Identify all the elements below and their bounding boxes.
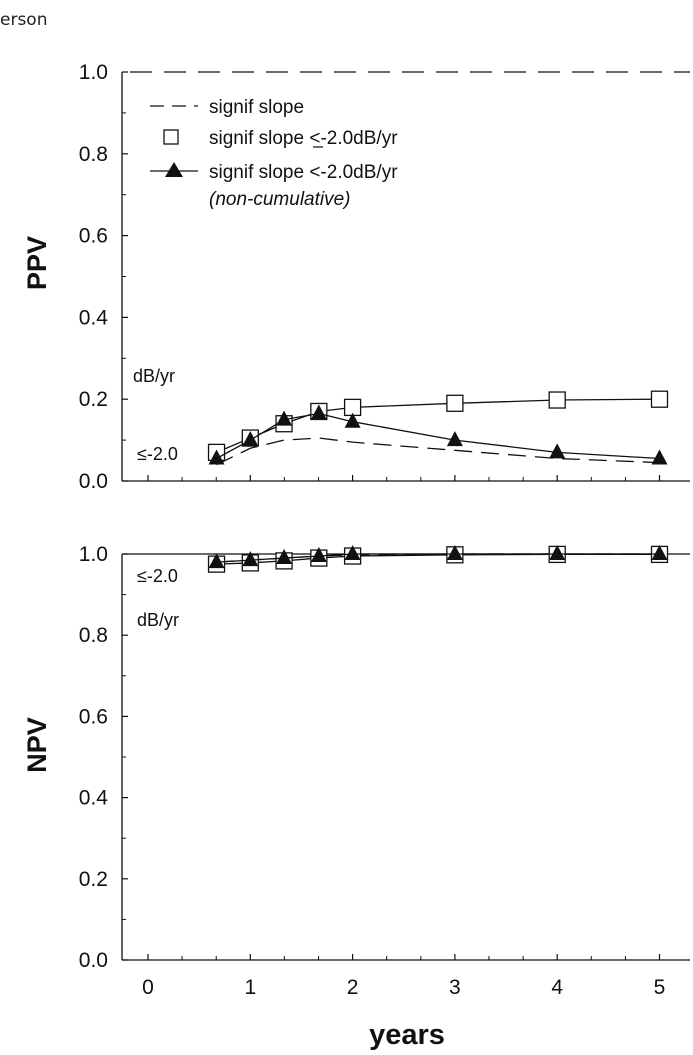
npv-annotation-dbyr: dB/yr <box>137 610 179 630</box>
ppv-line-signif-slope <box>216 437 660 466</box>
npv-x-tick-label: 4 <box>551 976 563 999</box>
ppv-y-tick-label: 0.6 <box>79 225 108 248</box>
ppv-point-triangle <box>344 412 361 428</box>
npv-y-axis-label: NPV <box>22 717 52 773</box>
ppv-legend: signif slope signif slope <-2.0dB/yr sig… <box>150 97 398 210</box>
ppv-point-triangle <box>242 431 259 447</box>
legend-square-swatch <box>163 129 179 145</box>
ppv-point-triangle <box>651 449 668 465</box>
ppv-point-square <box>446 394 464 412</box>
ppv-y-tick-label: 0.8 <box>79 143 108 166</box>
npv-panel: 0.0 0.2 0.4 0.6 0.8 1.0 0 1 2 3 4 5 NPV ≤-2.0 dB/y… <box>22 543 690 1051</box>
x-axis-label: years <box>369 1019 445 1051</box>
legend-label-noncumulative: signif slope <-2.0dB/yr <box>209 162 398 183</box>
npv-y-ticks: 0.0 0.2 0.4 0.6 0.8 1.0 <box>79 543 128 972</box>
ppv-point-triangle <box>310 404 327 420</box>
legend-label-signif-slope: signif slope <box>209 97 304 118</box>
ppv-annotation-threshold: ≤-2.0 <box>137 444 178 464</box>
npv-x-tick-label: 3 <box>449 976 461 999</box>
ppv-point-square <box>548 391 566 409</box>
npv-x-tick-label: 5 <box>654 976 666 999</box>
npv-y-tick-label: 0.6 <box>79 705 108 728</box>
npv-point-triangle <box>549 545 566 560</box>
npv-point-triangle <box>446 545 463 560</box>
npv-y-tick-label: 0.0 <box>79 949 108 972</box>
ppv-x-ticks <box>147 475 661 481</box>
legend-label-noncumulative-sub: (non-cumulative) <box>209 189 351 210</box>
npv-point-triangle <box>344 545 361 560</box>
legend-triangle-swatch <box>165 162 183 177</box>
legend-label-prefix: signif slope <box>209 128 309 149</box>
ppv-point-triangle <box>549 443 566 459</box>
npv-y-tick-label: 1.0 <box>79 543 108 566</box>
ppv-point-square <box>650 390 669 408</box>
npv-x-tick-label: 0 <box>142 976 154 999</box>
npv-point-triangle <box>276 549 293 565</box>
npv-y-tick-label: 0.2 <box>79 868 108 891</box>
npv-x-tick-label: 2 <box>347 976 359 999</box>
npv-point-triangle <box>651 545 668 560</box>
ppv-point-triangle <box>446 431 463 447</box>
ppv-y-tick-label: 0.4 <box>79 306 109 329</box>
npv-point-triangle <box>242 551 259 567</box>
ppv-point-triangle <box>208 449 225 465</box>
npv-series <box>207 545 669 573</box>
ppv-y-tick-label: 0.2 <box>79 388 108 411</box>
ppv-annotation-dbyr: dB/yr <box>133 366 175 386</box>
corner-text: erson <box>0 10 48 30</box>
ppv-series <box>207 390 669 466</box>
npv-y-tick-label: 0.8 <box>79 624 108 647</box>
ppv-y-tick-label: 0.0 <box>79 470 108 493</box>
legend-label-signif-slope-le2: signif slope <-2.0dB/yr <box>209 128 398 149</box>
npv-point-triangle <box>310 547 327 563</box>
npv-x-ticks: 0 1 2 3 4 5 <box>142 954 665 999</box>
ppv-y-tick-label: 1.0 <box>79 61 108 84</box>
ppv-panel: 0.0 0.2 0.4 0.6 0.8 1.0 PPV signif slope sign… <box>22 61 690 493</box>
legend-label-core: <-2.0dB/yr <box>309 128 398 149</box>
npv-point-triangle <box>208 553 225 569</box>
ppv-y-ticks: 0.0 0.2 0.4 0.6 0.8 1.0 <box>79 61 128 493</box>
npv-y-tick-label: 0.4 <box>79 787 109 810</box>
ppv-point-triangle <box>276 410 293 426</box>
npv-x-tick-label: 1 <box>244 976 256 999</box>
npv-line-noncumulative <box>216 553 660 563</box>
ppv-line-noncumulative <box>216 412 660 460</box>
npv-annotation-threshold: ≤-2.0 <box>137 566 178 586</box>
ppv-y-axis-label: PPV <box>22 236 52 290</box>
